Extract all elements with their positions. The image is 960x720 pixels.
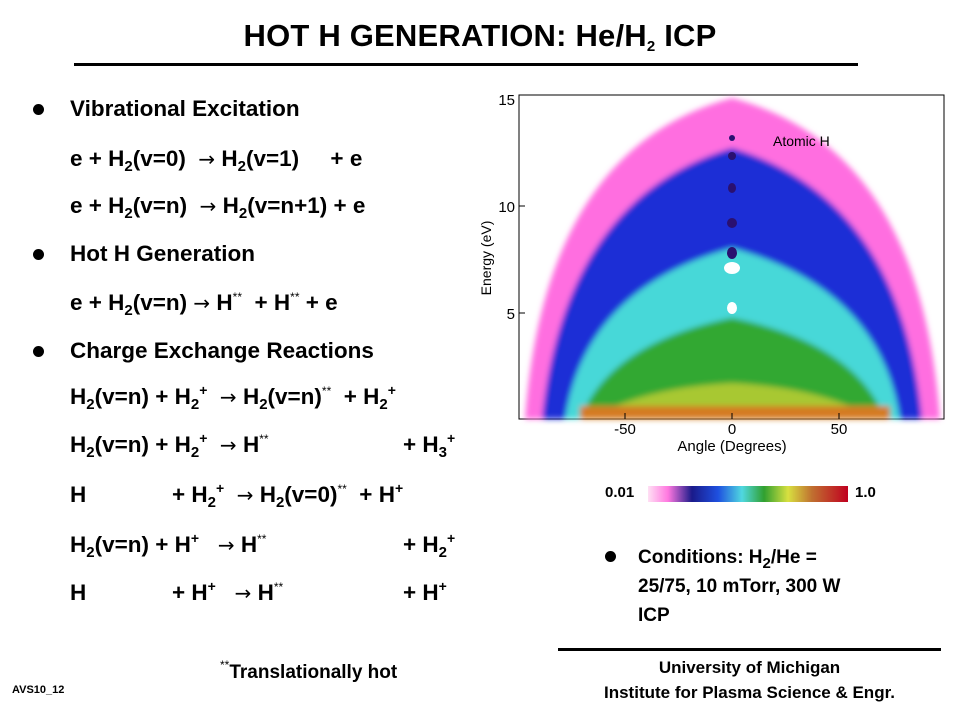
title-tail: ICP	[655, 18, 717, 53]
energy-angle-plot: Atomic H 15 10 5 -50 0 50 Angle (Degrees…	[478, 92, 945, 455]
reaction-line: H	[70, 580, 87, 605]
reaction-product: + H+	[403, 578, 447, 605]
reaction-line: H2(v=n) + H2+ → H**	[70, 430, 269, 461]
title-subscript: 2	[646, 38, 656, 55]
conditions-line: ICP	[638, 605, 670, 626]
y-tick-label: 10	[498, 199, 515, 216]
footnote-text: Translationally hot	[229, 662, 398, 683]
footer-rule	[558, 648, 941, 651]
plot-inner-label: Atomic H	[773, 133, 830, 149]
y-tick-label: 5	[507, 306, 515, 323]
footer-institute: Institute for Plasma Science & Engr.	[604, 683, 895, 702]
slide-id: AVS10_12	[12, 684, 65, 696]
colorbar-min-label: 0.01	[605, 484, 635, 501]
reaction-line: e + H2(v=n) → H** + H** + e	[70, 290, 338, 319]
bullet-dot	[33, 346, 44, 357]
slide-title: HOT H GENERATION: He/H2 ICP	[0, 18, 960, 54]
conditions-line: /He =	[770, 547, 817, 568]
bullet-dot	[33, 104, 44, 115]
bullet-dot	[33, 249, 44, 260]
colorbar	[648, 486, 848, 502]
x-tick-label: 50	[831, 421, 848, 438]
x-tick-label: 0	[728, 421, 736, 438]
footer-affiliation: University of Michigan Institute for Pla…	[558, 655, 941, 705]
footer-university: University of Michigan	[658, 658, 841, 677]
section-vibrational: Vibrational Excitation	[70, 96, 300, 121]
section-charge-exchange: Charge Exchange Reactions	[70, 338, 374, 363]
conditions-text: Conditions: H2/He = 25/75, 10 mTorr, 300…	[638, 543, 928, 630]
reaction-line: H	[70, 482, 87, 507]
reaction-line: H2(v=n) + H2+ → H2(v=n)** + H2+	[70, 382, 396, 413]
conditions-line: 25/75, 10 mTorr, 300 W	[638, 576, 841, 597]
reaction-line: e + H2(v=n) → H2(v=n+1) + e	[70, 193, 366, 222]
reaction-line: + H2+ → H2(v=0)** + H+	[172, 480, 404, 511]
conditions-line: Conditions: H	[638, 547, 763, 568]
footnote-marks: **	[220, 658, 230, 672]
reaction-line: e + H2(v=0) → H2(v=1) + e	[70, 146, 363, 175]
section-hot-h: Hot H Generation	[70, 241, 256, 266]
conditions-subscript: 2	[762, 555, 771, 572]
x-axis-label: Angle (Degrees)	[677, 438, 786, 455]
y-axis-label: Energy (eV)	[478, 221, 494, 296]
title-underline	[74, 63, 858, 66]
reaction-product: + H3+	[403, 430, 456, 461]
y-tick-label: 15	[498, 92, 515, 109]
title-main: HOT H GENERATION: He/H	[243, 18, 647, 53]
x-tick-label: -50	[614, 421, 636, 438]
bullet-dot	[605, 551, 616, 562]
colorbar-max-label: 1.0	[855, 484, 876, 501]
reaction-line: + H+ → H**	[172, 578, 284, 605]
reaction-line: H2(v=n) + H+ → H**	[70, 530, 267, 561]
footnote: **Translationally hot	[220, 659, 398, 684]
reaction-product: + H2+	[403, 530, 456, 561]
